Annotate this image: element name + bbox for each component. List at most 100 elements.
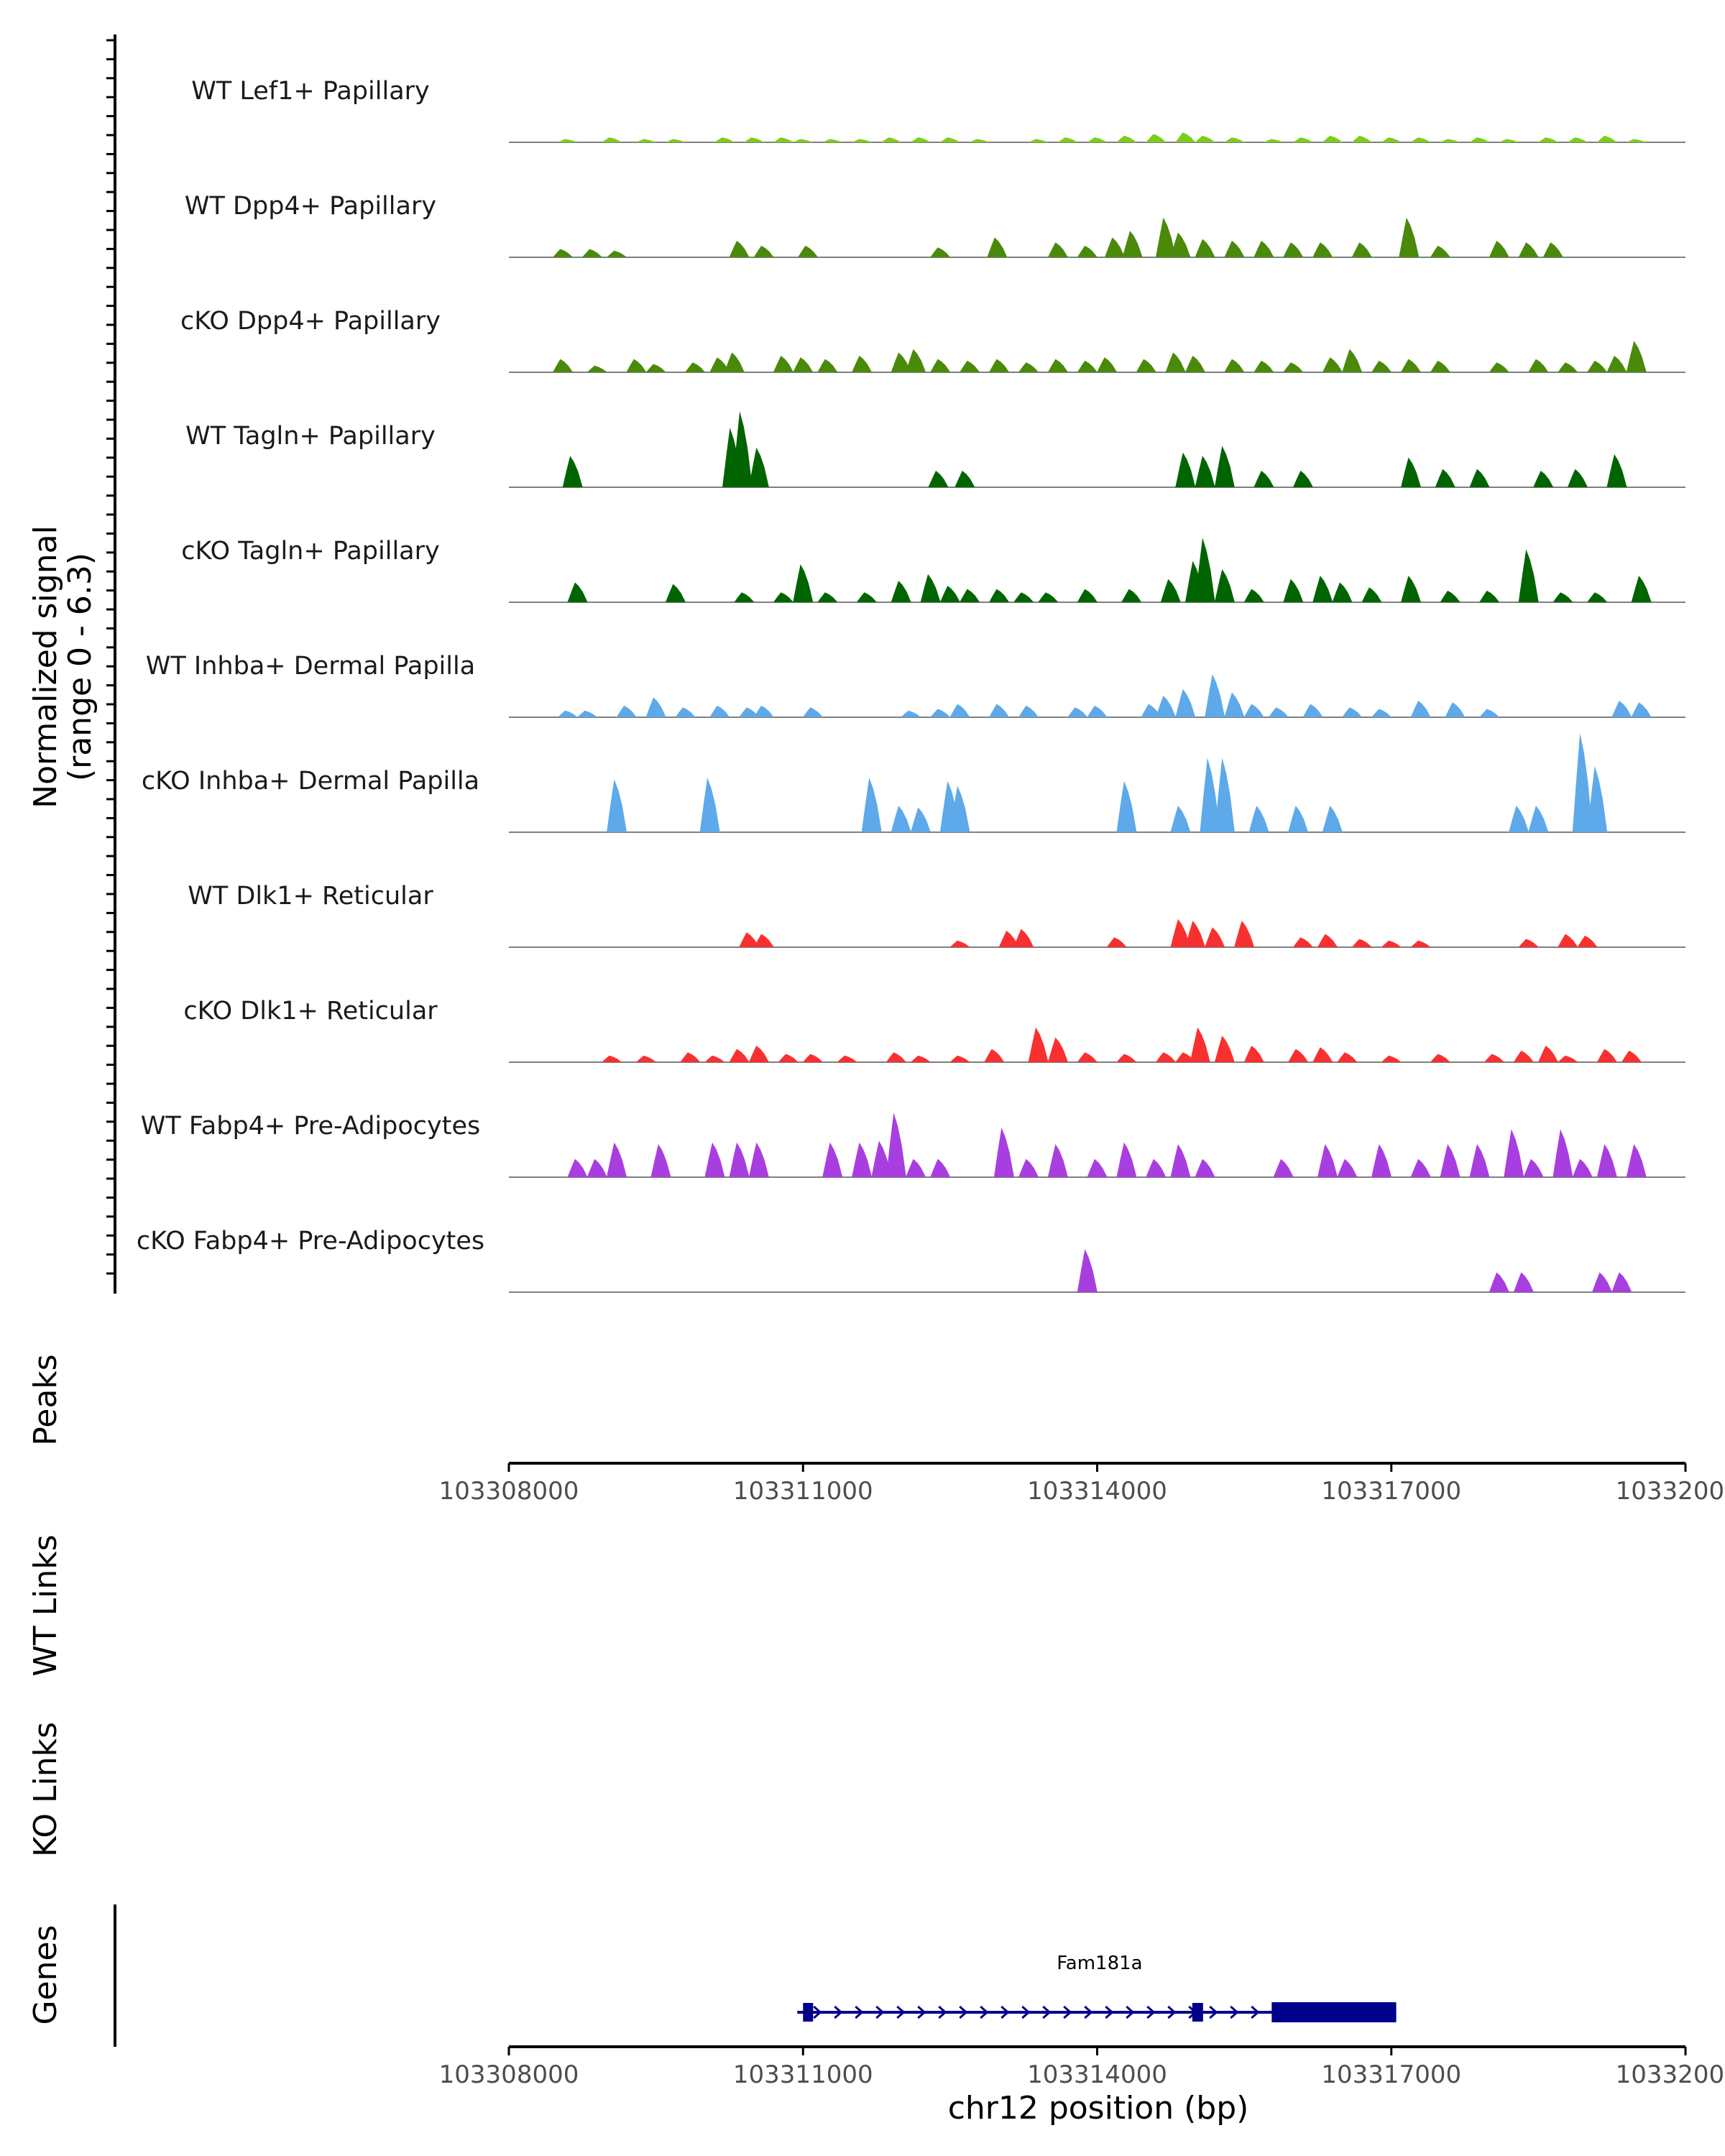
wt-links-label: WT Links — [27, 1534, 64, 1676]
signal-peak — [1288, 1049, 1309, 1062]
track-label-10: WT Fabp4+ Pre-Adipocytes — [141, 1112, 480, 1141]
signal-peak — [1224, 137, 1245, 142]
signal-peak — [1626, 1143, 1647, 1177]
signal-peak — [562, 456, 583, 487]
signal-peak — [778, 1054, 799, 1062]
signal-peak — [930, 1158, 951, 1177]
signal-y-axis-title-line1: Normalized signal — [27, 525, 64, 808]
signal-peak — [1518, 549, 1539, 602]
signal-peak — [891, 581, 911, 602]
signal-peak — [998, 930, 1019, 947]
strand-arrow — [834, 2005, 843, 2019]
signal-peak — [1214, 446, 1235, 487]
signal-peak — [1047, 359, 1068, 372]
strand-arrow — [1251, 2005, 1260, 2019]
x-axis-top: 103308000 103311000 103314000 103317000 1033… — [439, 1462, 1725, 1506]
track-label-11: cKO Fabp4+ Pre-Adipocytes — [137, 1227, 484, 1256]
signal-peak — [1087, 1158, 1108, 1177]
signal-peak — [906, 1158, 926, 1177]
signal-peak — [939, 137, 960, 142]
strand-arrow — [938, 2005, 947, 2019]
signal-peak — [1558, 362, 1578, 372]
track-label-6: WT Inhba+ Dermal Papilla — [146, 652, 475, 681]
signal-peak — [1234, 921, 1255, 947]
signal-peak — [1332, 582, 1353, 602]
signal-peak — [1592, 1272, 1613, 1292]
signal-peak — [704, 1055, 725, 1062]
signal-peak — [1410, 137, 1431, 142]
signal-peak — [852, 139, 873, 142]
signal-peak — [910, 137, 931, 142]
track-11: cKO Fabp4+ Pre-Adipocytes — [137, 1227, 1685, 1293]
signal-peak — [1322, 357, 1343, 372]
strand-arrow — [1021, 2005, 1031, 2019]
track-label-4: WT Tagln+ Papillary — [185, 422, 436, 451]
strand-arrow — [917, 2005, 926, 2019]
signal-peak — [1381, 137, 1402, 142]
signal-peak — [1351, 939, 1372, 947]
signal-peak — [1371, 360, 1392, 372]
strand-arrow — [980, 2005, 989, 2019]
signal-peak — [1410, 940, 1431, 947]
signal-peak — [680, 1052, 701, 1062]
track-label-7: cKO Inhba+ Dermal Papilla — [142, 767, 479, 796]
signal-peak — [1596, 135, 1617, 142]
track-label-3: cKO Dpp4+ Papillary — [180, 307, 441, 336]
signal-peak — [989, 704, 1010, 717]
signal-peak — [1243, 704, 1264, 717]
signal-peak — [748, 1045, 769, 1062]
signal-peak — [1195, 538, 1215, 602]
signal-peak — [1268, 707, 1289, 717]
signal-peak — [1558, 934, 1578, 947]
x-axis-bottom: 103308000 103311000 103314000 103317000 1033… — [439, 2045, 1725, 2089]
signal-peak — [1621, 1050, 1642, 1062]
signal-peak — [989, 359, 1010, 372]
signal-peak — [1558, 1055, 1578, 1062]
signal-peak — [1038, 592, 1059, 602]
coverage-tracks: WT Lef1+ Papillary WT Dpp4+ Papillary cKO … — [137, 77, 1685, 1293]
signal-peak — [930, 709, 951, 717]
signal-peak — [1351, 242, 1372, 257]
signal-peak — [732, 411, 753, 487]
signal-peak — [665, 139, 686, 142]
signal-peak — [1596, 1143, 1617, 1177]
signal-peak — [1292, 937, 1313, 947]
signal-peak — [1401, 359, 1422, 372]
signal-peak — [602, 137, 622, 142]
signal-peak — [1077, 360, 1098, 372]
strand-arrow — [1126, 2005, 1135, 2019]
signal-peak — [1567, 137, 1588, 142]
signal-peak — [1302, 704, 1323, 717]
signal-peak — [1351, 135, 1372, 142]
signal-peak — [1116, 1054, 1137, 1062]
signal-peak — [1105, 237, 1126, 257]
signal-peak — [1317, 934, 1338, 947]
signal-peak — [1195, 456, 1215, 487]
signal-peak — [1116, 780, 1137, 832]
signal-peak — [1445, 702, 1466, 717]
x-axis-title: chr12 position (bp) — [948, 2090, 1249, 2127]
signal-peak — [1626, 341, 1647, 372]
signal-peak — [626, 359, 647, 372]
signal-peak — [793, 357, 814, 372]
signal-peak — [1430, 245, 1450, 257]
signal-peak — [714, 137, 735, 142]
signal-peak — [861, 778, 882, 832]
signal-peak — [1572, 1158, 1593, 1177]
signal-peak — [1606, 453, 1627, 487]
strand-arrow — [813, 2005, 822, 2019]
signal-peak — [1067, 707, 1088, 717]
signal-peak — [930, 247, 951, 257]
signal-peak — [1018, 362, 1039, 372]
signal-peak — [1513, 1050, 1534, 1062]
signal-peak — [1214, 757, 1235, 832]
gene-name: Fam181a — [1057, 1953, 1142, 1974]
signal-peak — [910, 1055, 931, 1062]
track-3: cKO Dpp4+ Papillary — [180, 307, 1685, 373]
strand-arrow — [1167, 2005, 1177, 2019]
signal-peak — [1513, 1272, 1534, 1292]
signal-peak — [1254, 470, 1274, 487]
signal-peak — [1146, 134, 1167, 142]
signal-peak — [739, 707, 760, 717]
signal-peak — [1077, 589, 1098, 602]
